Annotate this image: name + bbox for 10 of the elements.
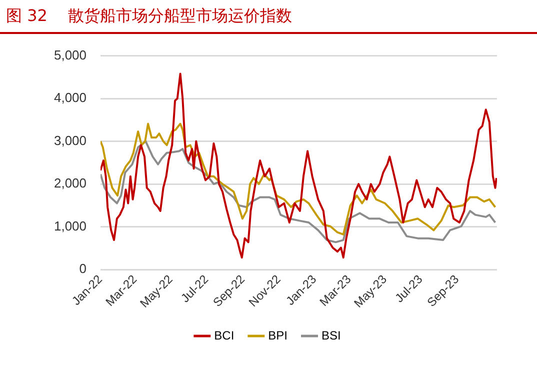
y-tick-label: 0 [79,261,87,276]
y-tick-label: 2,000 [54,176,87,191]
legend-label: BPI [268,328,288,342]
legend-label: BCI [214,328,234,342]
legend-label: BSI [322,328,341,342]
y-tick-label: 3,000 [54,132,87,148]
y-tick-label: 4,000 [54,90,87,106]
y-tick-label: 1,000 [54,218,87,234]
chart-title: 图 32 散货船市场分船型市场运价指数 [0,0,537,34]
y-tick-label: 5,000 [54,47,87,62]
